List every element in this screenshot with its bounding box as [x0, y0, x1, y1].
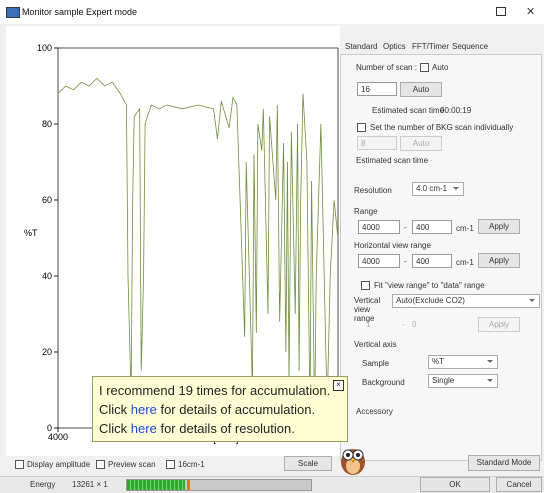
app-icon — [6, 7, 20, 18]
button: Apply — [478, 317, 520, 332]
label: Vertical axis — [354, 340, 397, 349]
text-input[interactable]: 400 — [412, 254, 452, 268]
app-window: Monitor sample Expert mode ✕ %T Wavenumb… — [0, 0, 544, 492]
checkbox[interactable] — [96, 460, 105, 469]
tab[interactable]: FFT/Timer — [412, 42, 449, 51]
energy-marker — [187, 480, 190, 490]
text: for details of resolution. — [160, 421, 294, 436]
energy-level — [127, 480, 185, 490]
select[interactable]: 4.0 cm-1 — [412, 182, 464, 196]
tooltip-line: Click here for details of resolution. — [99, 419, 341, 438]
tab[interactable]: Sequence — [452, 42, 488, 51]
y-tick-label: 40 — [42, 271, 52, 281]
label: Fit "view range" to "data" range — [374, 281, 485, 290]
label: Resolution — [354, 186, 392, 195]
unit: cm-1 — [456, 224, 474, 233]
label: Set the number of BKG scan individually — [370, 123, 513, 132]
y-tick-label: 20 — [42, 347, 52, 357]
button[interactable]: Scale — [284, 456, 332, 471]
window-title: Monitor sample Expert mode — [22, 7, 137, 17]
y-axis-label: %T — [24, 228, 38, 238]
text: for details of accumulation. — [160, 402, 315, 417]
text: Click — [99, 402, 127, 417]
value: 00:00:19 — [440, 106, 471, 115]
select[interactable]: %T — [428, 355, 498, 369]
separator: - — [402, 320, 405, 329]
label: Range — [354, 207, 378, 216]
title-bar: Monitor sample Expert mode ✕ — [0, 0, 544, 24]
button[interactable]: Auto — [400, 82, 442, 97]
assistant-icon — [336, 440, 370, 476]
label: Preview scan — [108, 460, 156, 469]
energy-meter — [126, 479, 312, 491]
label: Vertical view range — [354, 296, 390, 323]
tooltip-line: Click here for details of accumulation. — [99, 400, 341, 419]
link[interactable]: here — [131, 402, 157, 417]
text-input: 8 — [357, 136, 397, 150]
link[interactable]: here — [131, 421, 157, 436]
button[interactable]: Standard Mode — [468, 455, 540, 471]
button[interactable]: OK — [420, 477, 490, 492]
label: Estimated scan time — [372, 106, 444, 115]
tab[interactable]: Optics — [383, 42, 406, 51]
y-tick-label: 100 — [37, 43, 52, 53]
maximize-button[interactable] — [496, 7, 506, 16]
label: Energy — [30, 480, 55, 489]
select[interactable]: Single — [428, 374, 498, 388]
label: Estimated scan time — [356, 156, 428, 165]
tooltip: I recommend 19 times for accumulation. C… — [92, 376, 348, 442]
tooltip-close[interactable]: × — [333, 380, 344, 391]
button[interactable]: Apply — [478, 219, 520, 234]
y-tick-label: 60 — [42, 195, 52, 205]
label: Sample — [362, 359, 389, 368]
separator: - — [404, 223, 407, 232]
label: 16cm-1 — [178, 460, 205, 469]
checkbox[interactable] — [166, 460, 175, 469]
label: Number of scan : — [356, 63, 417, 72]
value: 0 — [412, 320, 416, 329]
y-tick-label: 80 — [42, 119, 52, 129]
text-input[interactable]: 4000 — [358, 220, 400, 234]
value: 1 — [366, 320, 370, 329]
select[interactable]: Auto(Exclude CO2) — [392, 294, 540, 308]
close-button[interactable]: ✕ — [526, 5, 535, 18]
unit: cm-1 — [456, 258, 474, 267]
button[interactable]: Cancel — [496, 477, 542, 492]
text-input[interactable]: 400 — [412, 220, 452, 234]
value: 13261 × 1 — [72, 480, 108, 489]
checkbox[interactable] — [420, 63, 429, 72]
separator: - — [404, 257, 407, 266]
label: Display amplitude — [27, 460, 90, 469]
label: Accessory — [356, 407, 393, 416]
button[interactable]: Apply — [478, 253, 520, 268]
label: Background — [362, 378, 405, 387]
text-input[interactable]: 16 — [357, 82, 397, 96]
label: Auto — [432, 63, 448, 72]
button: Auto — [400, 136, 442, 151]
checkbox[interactable] — [15, 460, 24, 469]
x-tick-label: 4000 — [48, 432, 68, 442]
tab[interactable]: Standard — [345, 42, 377, 51]
tooltip-line: I recommend 19 times for accumulation. — [99, 381, 341, 400]
checkbox[interactable] — [361, 281, 370, 290]
text-input[interactable]: 4000 — [358, 254, 400, 268]
label: Horizontal view range — [354, 241, 431, 250]
checkbox[interactable] — [357, 123, 366, 132]
text: Click — [99, 421, 127, 436]
